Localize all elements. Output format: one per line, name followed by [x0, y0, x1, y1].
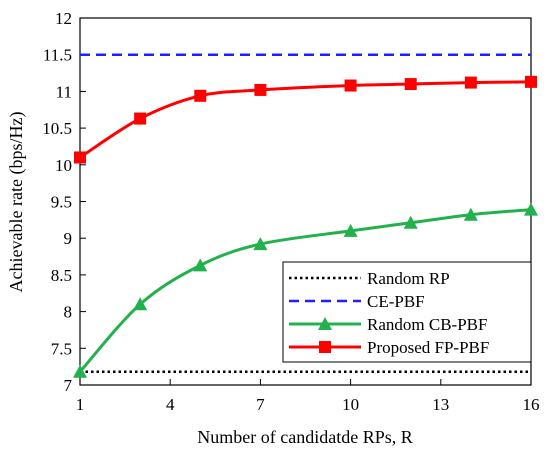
data-point-2	[73, 364, 87, 378]
x-tick-label: 13	[432, 395, 449, 414]
y-tick-label: 12	[55, 9, 72, 28]
y-tick-label: 9.5	[51, 193, 72, 212]
x-axis-title: Number of candidatde RPs, R	[197, 427, 412, 447]
data-point-2	[343, 223, 358, 237]
y-ticks: 7 7.5 8 8.5 9 9.5 10 10.5 11 11.5 12	[42, 9, 86, 395]
series-line-3	[79, 80, 532, 159]
x-tick-label: 4	[166, 395, 175, 414]
y-tick-label: 10	[55, 156, 72, 175]
data-point-2	[403, 215, 418, 229]
data-point-2	[193, 258, 208, 272]
legend: Random RP CE-PBF Random CB-PBF Proposed FP-…	[282, 261, 532, 363]
y-tick-label: 7.5	[51, 339, 72, 358]
data-point-3	[74, 151, 86, 164]
x-tick-label: 16	[523, 395, 540, 414]
y-tick-label: 9	[64, 229, 73, 248]
data-point-2	[463, 207, 478, 221]
y-tick-label: 8.5	[51, 266, 72, 285]
data-point-2	[133, 297, 148, 311]
x-tick-label: 10	[342, 395, 359, 414]
data-point-3	[404, 78, 417, 91]
data-point-3	[194, 89, 207, 102]
legend-marker	[319, 341, 331, 353]
data-point-2	[253, 237, 268, 251]
x-tick-label: 1	[76, 395, 85, 414]
x-tick-label: 7	[256, 395, 265, 414]
y-tick-label: 8	[64, 303, 73, 322]
data-point-3	[344, 79, 357, 92]
data-point-3	[254, 83, 267, 96]
y-axis-title: Achievable rate (bps/Hz)	[6, 112, 27, 293]
legend-label: Proposed FP-PBF	[367, 338, 489, 357]
y-tick-label: 11	[56, 82, 72, 101]
x-ticks: 1 4 7 10 13 16	[76, 379, 540, 414]
legend-label: CE-PBF	[367, 292, 425, 311]
y-tick-label: 7	[64, 376, 73, 395]
data-point-3	[464, 76, 477, 89]
y-tick-label: 10.5	[42, 119, 72, 138]
y-tick-label: 11.5	[43, 46, 72, 65]
legend-label: Random RP	[367, 269, 450, 288]
legend-marker	[318, 317, 332, 330]
data-point-2	[524, 202, 538, 216]
data-point-3	[525, 75, 537, 88]
legend-label: Random CB-PBF	[367, 315, 487, 334]
series-layer	[73, 53, 538, 378]
data-point-3	[134, 112, 147, 125]
